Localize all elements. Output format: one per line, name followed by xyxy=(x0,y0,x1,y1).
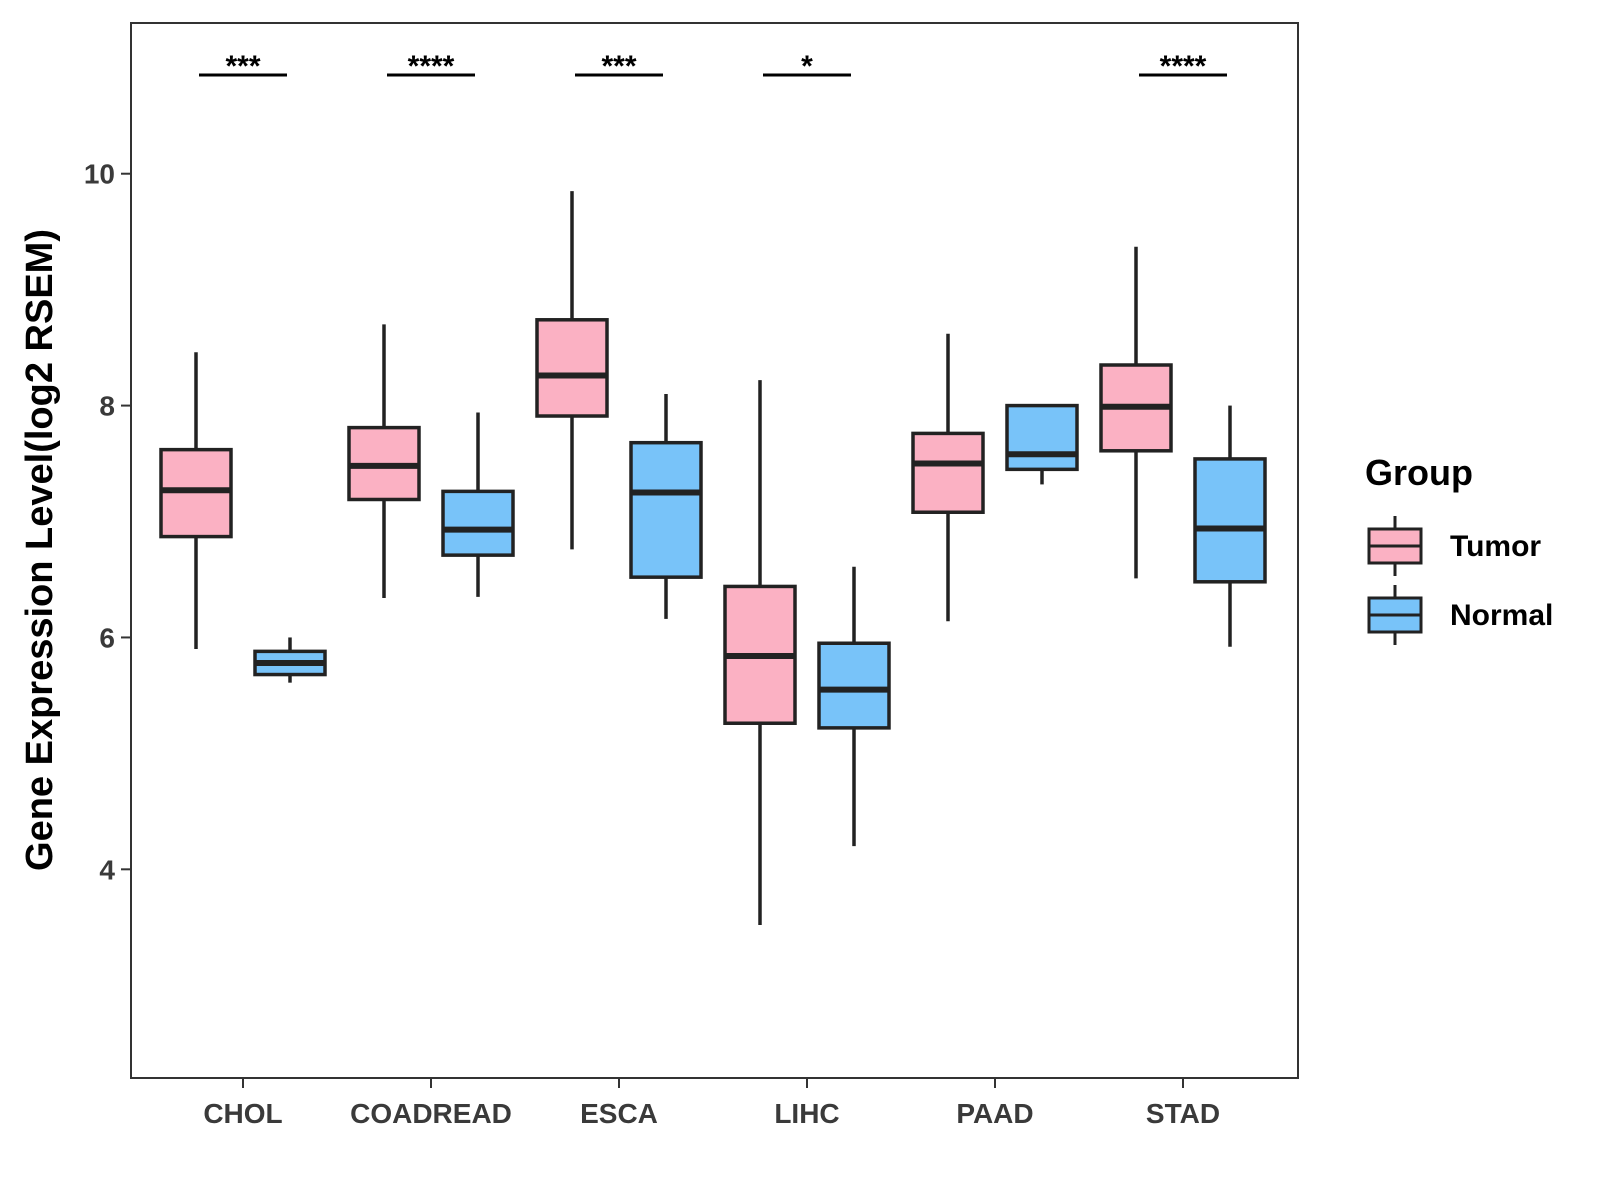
x-tick-label-esca: ESCA xyxy=(580,1098,658,1129)
significance-label-esca: *** xyxy=(601,50,636,83)
x-tick-label-coadread: COADREAD xyxy=(350,1098,512,1129)
plot-panel xyxy=(130,22,1299,1079)
x-tick-label-stad: STAD xyxy=(1146,1098,1220,1129)
y-tick-label: 6 xyxy=(99,622,115,653)
box-tumor-esca xyxy=(535,318,609,418)
significance-label-chol: *** xyxy=(225,50,260,83)
x-tick-label-paad: PAAD xyxy=(956,1098,1033,1129)
x-tick-label-chol: CHOL xyxy=(203,1098,282,1129)
box-normal-esca xyxy=(629,440,703,579)
legend-label-normal: Normal xyxy=(1450,599,1553,632)
y-tick-label: 4 xyxy=(99,854,115,885)
y-tick-label: 10 xyxy=(84,159,115,190)
box-normal-lihc xyxy=(817,641,891,730)
x-tick-label-lihc: LIHC xyxy=(774,1098,839,1129)
y-tick-label: 8 xyxy=(99,391,115,422)
box-normal-paad xyxy=(1005,403,1079,472)
legend-title: Group xyxy=(1365,452,1473,493)
significance-label-coadread: **** xyxy=(408,50,455,83)
significance-label-lihc: * xyxy=(801,50,813,83)
y-axis-label: Gene Expression Level(log2 RSEM) xyxy=(19,229,61,871)
box-normal-coadread xyxy=(441,489,515,557)
box-tumor-paad xyxy=(911,431,985,514)
box-normal-stad xyxy=(1193,457,1267,584)
significance-label-stad: **** xyxy=(1160,50,1207,83)
legend: Group Tumor Normal xyxy=(1365,452,1553,645)
legend-label-tumor: Tumor xyxy=(1450,530,1541,563)
